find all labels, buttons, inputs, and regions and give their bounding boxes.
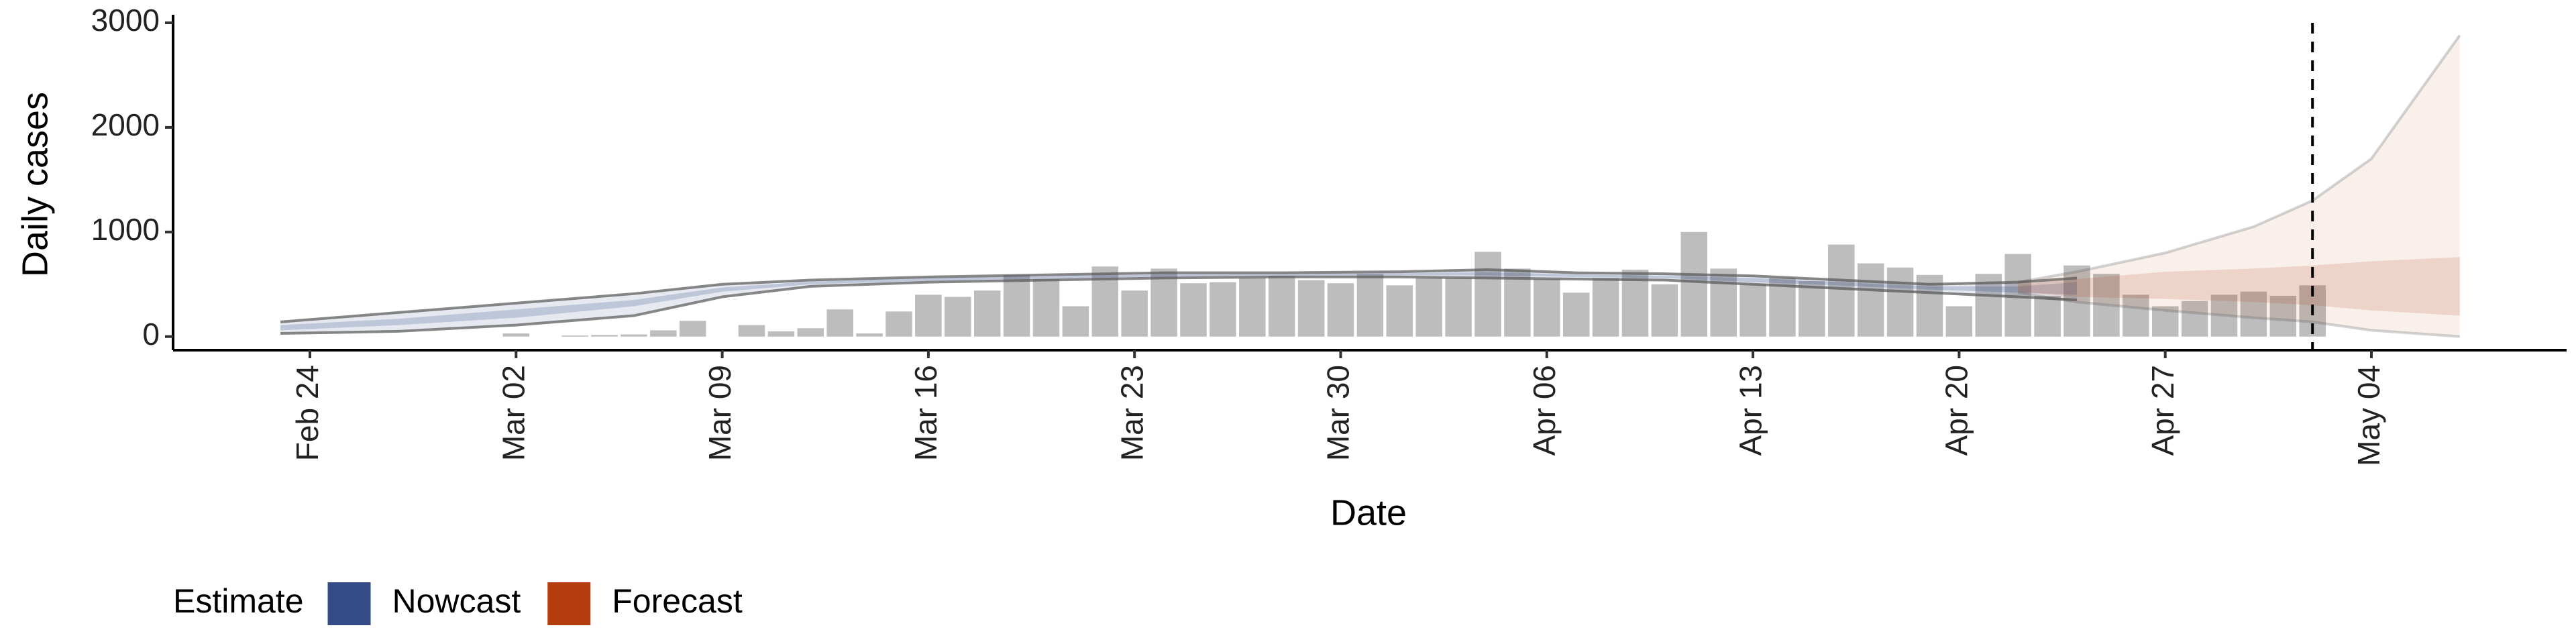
bar bbox=[1592, 278, 1619, 337]
bar bbox=[1534, 278, 1560, 337]
legend-title: Estimate bbox=[173, 582, 304, 620]
plot-area bbox=[280, 34, 2461, 338]
x-tick-label: Mar 16 bbox=[908, 365, 943, 461]
bar bbox=[1327, 283, 1354, 337]
bar bbox=[973, 290, 1001, 337]
bar bbox=[738, 325, 765, 337]
bar bbox=[1945, 306, 1973, 337]
bar bbox=[2181, 301, 2208, 337]
bar bbox=[1651, 284, 1678, 337]
inner-ribbon bbox=[280, 272, 2077, 331]
bar bbox=[2210, 294, 2238, 337]
bar bbox=[1180, 283, 1207, 337]
bar bbox=[1886, 267, 1914, 337]
bound-line bbox=[2017, 291, 2460, 338]
bar bbox=[1062, 306, 1089, 337]
bar bbox=[1769, 278, 1796, 337]
bar bbox=[679, 321, 706, 337]
bar bbox=[1210, 282, 1236, 337]
bar bbox=[767, 331, 795, 337]
bar bbox=[2240, 291, 2267, 337]
bar bbox=[1680, 231, 1708, 337]
bar bbox=[1386, 285, 1413, 337]
bound-line bbox=[280, 268, 2078, 323]
y-axis-title: Daily cases bbox=[15, 92, 55, 277]
bar bbox=[2269, 295, 2297, 337]
bar bbox=[1445, 278, 1472, 337]
bar bbox=[885, 311, 912, 337]
bar bbox=[2123, 294, 2149, 337]
x-tick-label: Mar 30 bbox=[1321, 365, 1356, 461]
bar bbox=[2151, 306, 2179, 337]
outer-ribbon bbox=[2018, 35, 2460, 337]
bar bbox=[621, 334, 647, 337]
bound-line bbox=[280, 275, 2078, 335]
bar bbox=[1003, 274, 1030, 337]
bound-line bbox=[2017, 34, 2461, 284]
bar bbox=[1268, 276, 1295, 337]
x-tick-label: Apr 27 bbox=[2145, 365, 2180, 456]
x-tick-label: Feb 24 bbox=[290, 365, 325, 461]
x-axis-title: Date bbox=[1330, 492, 1407, 533]
bar bbox=[1710, 268, 1737, 337]
bar bbox=[826, 309, 853, 337]
bar bbox=[650, 330, 677, 337]
y-tick-label: 3000 bbox=[91, 3, 160, 38]
bar bbox=[1297, 280, 1325, 337]
legend-swatch bbox=[547, 582, 591, 625]
bar bbox=[1504, 268, 1531, 337]
bar bbox=[797, 328, 824, 337]
bar bbox=[856, 333, 883, 337]
bar bbox=[1121, 290, 1148, 337]
bar bbox=[1857, 263, 1884, 337]
legend-label: Forecast bbox=[612, 582, 743, 620]
bar bbox=[1415, 278, 1442, 337]
bar bbox=[1356, 274, 1384, 337]
bar bbox=[561, 335, 588, 337]
y-tick-label: 1000 bbox=[91, 212, 160, 247]
bar bbox=[945, 297, 971, 337]
x-tick-label: May 04 bbox=[2351, 365, 2386, 466]
x-tick-label: Apr 20 bbox=[1939, 365, 1974, 456]
bar bbox=[1562, 292, 1590, 337]
x-tick-label: Apr 06 bbox=[1527, 365, 1562, 456]
bar bbox=[2093, 274, 2120, 337]
bar bbox=[2034, 295, 2061, 337]
bar bbox=[1239, 278, 1266, 337]
bar bbox=[1032, 278, 1060, 337]
legend-swatch bbox=[327, 582, 371, 625]
outer-ribbon bbox=[280, 269, 2077, 334]
bar bbox=[1828, 244, 1855, 337]
inner-ribbon bbox=[2018, 257, 2460, 316]
bar bbox=[1799, 281, 1825, 337]
bar bbox=[591, 335, 618, 337]
legend-label: Nowcast bbox=[392, 582, 521, 620]
bar bbox=[1739, 284, 1766, 337]
bar bbox=[1150, 268, 1177, 337]
x-tick-label: Mar 09 bbox=[702, 365, 737, 461]
bar bbox=[502, 333, 530, 337]
y-tick-label: 0 bbox=[142, 317, 160, 352]
x-tick-label: Mar 23 bbox=[1114, 365, 1149, 461]
bar bbox=[1474, 252, 1501, 337]
bar bbox=[915, 294, 942, 337]
x-tick-label: Mar 02 bbox=[496, 365, 531, 461]
x-tick-label: Apr 13 bbox=[1733, 365, 1768, 456]
y-tick-label: 2000 bbox=[91, 107, 160, 142]
